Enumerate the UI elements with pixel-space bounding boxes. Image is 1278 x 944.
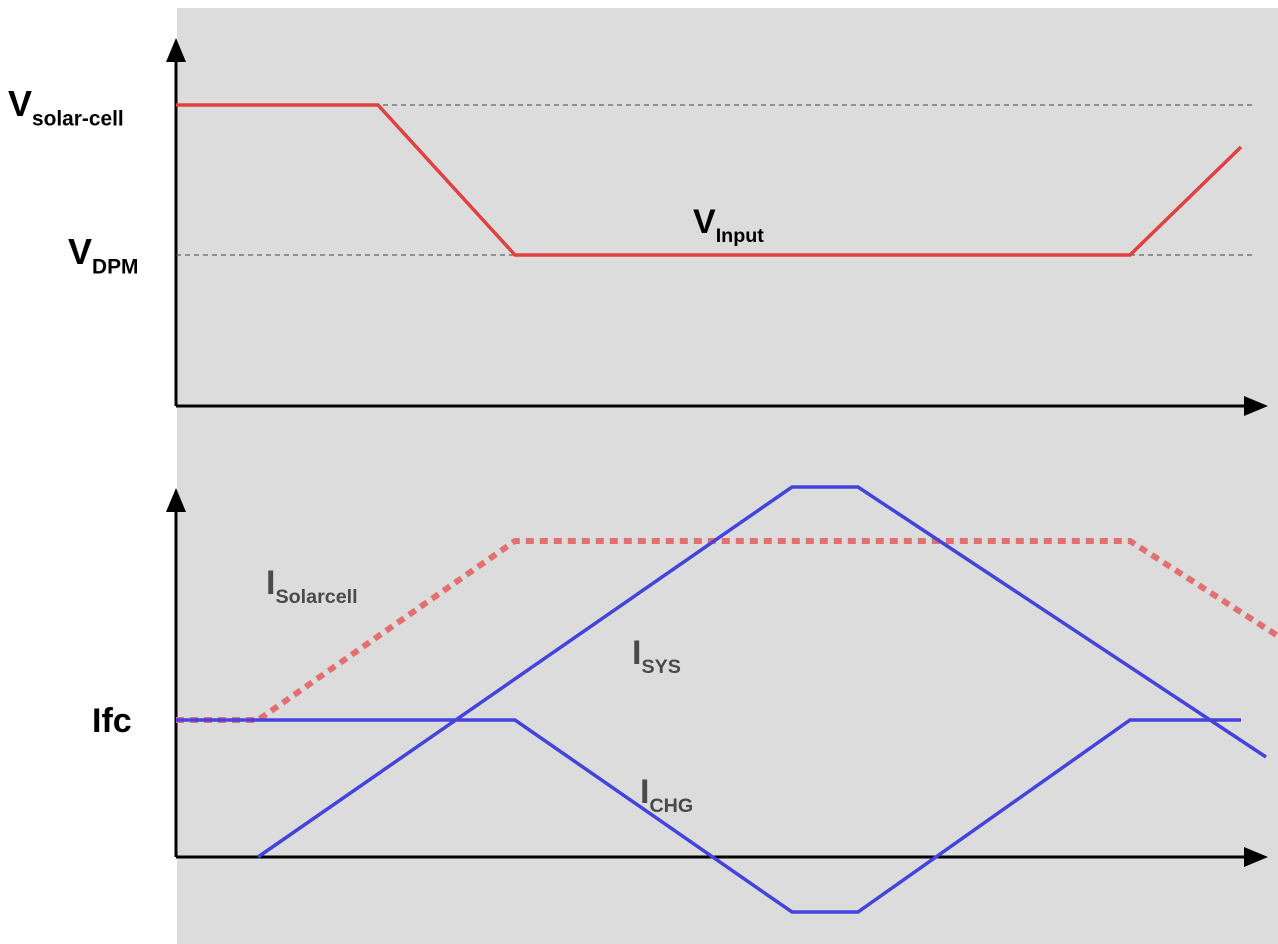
arrow-right-icon <box>1244 396 1268 416</box>
i-sys-label: ISYS <box>632 634 681 678</box>
v-input-waveform <box>176 103 1243 257</box>
arrow-right-icon <box>1244 847 1268 867</box>
i-solarcell-label: ISolarcell <box>266 564 358 608</box>
i-solarcell-waveform <box>176 538 1278 723</box>
i-chg-waveform <box>176 718 1241 914</box>
v-dpm-label: VDPM <box>68 231 139 279</box>
ifc-label: Ifc <box>92 702 132 740</box>
arrow-up-icon <box>166 488 186 512</box>
i-sys-waveform <box>257 485 1267 859</box>
v-input-label: VInput <box>693 203 764 247</box>
arrow-up-icon <box>166 38 186 62</box>
i-chg-label: ICHG <box>640 773 694 817</box>
v-solar-cell-label: Vsolar-cell <box>8 83 124 131</box>
